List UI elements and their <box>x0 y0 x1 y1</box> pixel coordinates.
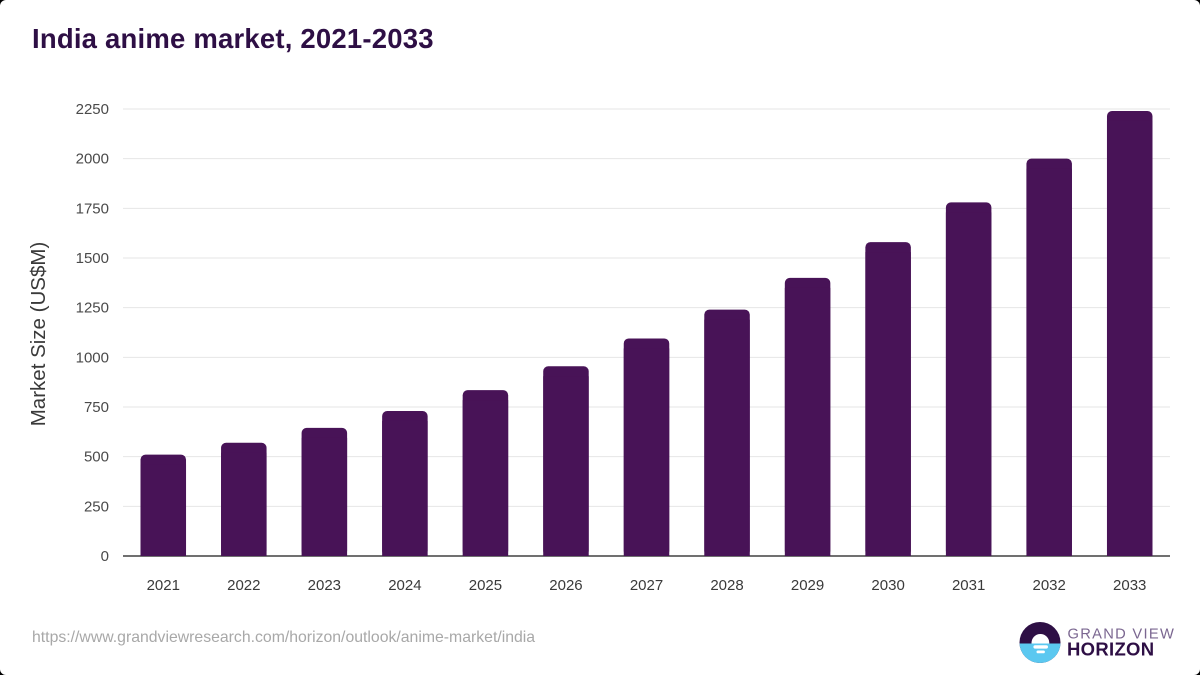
svg-text:2028: 2028 <box>710 577 743 594</box>
svg-text:2000: 2000 <box>76 151 109 168</box>
svg-text:2025: 2025 <box>469 577 502 594</box>
svg-text:2033: 2033 <box>1113 577 1146 594</box>
svg-text:2032: 2032 <box>1033 577 1066 594</box>
svg-text:2250: 2250 <box>76 101 109 118</box>
svg-text:2021: 2021 <box>147 577 180 594</box>
svg-text:2024: 2024 <box>388 577 421 594</box>
svg-text:1250: 1250 <box>76 300 109 317</box>
svg-text:1500: 1500 <box>76 250 109 267</box>
svg-text:2029: 2029 <box>791 577 824 594</box>
svg-text:1750: 1750 <box>76 200 109 217</box>
svg-text:2022: 2022 <box>227 577 260 594</box>
svg-text:250: 250 <box>84 498 109 515</box>
svg-text:1000: 1000 <box>76 349 109 366</box>
svg-text:2030: 2030 <box>871 577 904 594</box>
svg-text:2031: 2031 <box>952 577 985 594</box>
svg-text:2026: 2026 <box>549 577 582 594</box>
svg-text:750: 750 <box>84 399 109 416</box>
svg-text:0: 0 <box>101 548 109 565</box>
svg-text:2023: 2023 <box>308 577 341 594</box>
svg-text:500: 500 <box>84 449 109 466</box>
svg-text:HORIZON: HORIZON <box>1067 639 1154 660</box>
svg-text:2027: 2027 <box>630 577 663 594</box>
